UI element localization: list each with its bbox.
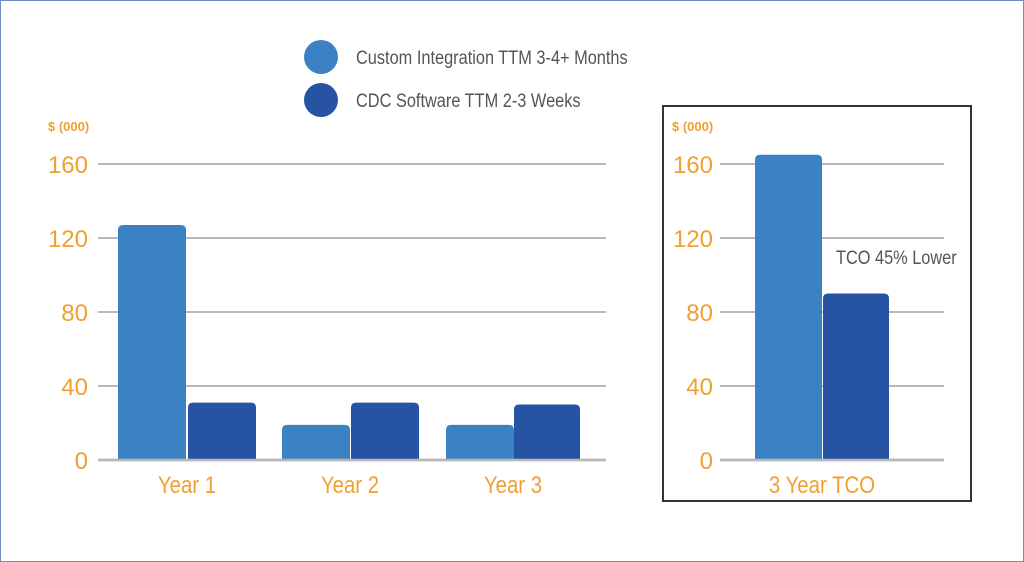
legend-item-cdc-software: CDC Software TTM 2-3 Weeks bbox=[304, 83, 704, 117]
bar-year-2-series-2 bbox=[351, 402, 419, 460]
bar-year-1-series-1 bbox=[118, 225, 186, 460]
y-tick-label: 80 bbox=[61, 300, 88, 327]
legend-swatch-cdc-software bbox=[304, 83, 338, 117]
bar-year-1-series-2 bbox=[188, 402, 256, 460]
y-tick-label: 40 bbox=[61, 374, 88, 401]
y-tick-label: 120 bbox=[48, 226, 88, 253]
bar-year-2-series-1 bbox=[282, 424, 350, 460]
bar-3-year-tco-series-2 bbox=[823, 293, 889, 460]
y-tick-label: 160 bbox=[48, 152, 88, 179]
y-tick-label: 80 bbox=[686, 300, 713, 327]
x-category-label: Year 1 bbox=[158, 471, 216, 498]
y-tick-label: 0 bbox=[75, 448, 88, 475]
y-tick-label: 120 bbox=[673, 226, 713, 253]
bar-year-3-series-2 bbox=[514, 404, 580, 460]
bar-3-year-tco-series-1 bbox=[755, 154, 822, 460]
legend-swatch-custom-integration bbox=[304, 40, 338, 74]
tco-annotation: TCO 45% Lower bbox=[836, 247, 957, 268]
y-tick-label: 0 bbox=[700, 448, 713, 475]
tco-inset-box bbox=[662, 105, 972, 502]
legend-label-custom-integration: Custom Integration TTM 3-4+ Months bbox=[356, 48, 628, 69]
y-tick-label: 160 bbox=[673, 152, 713, 179]
x-category-label: Year 2 bbox=[321, 471, 379, 498]
legend-label-cdc-software: CDC Software TTM 2-3 Weeks bbox=[356, 91, 581, 112]
y-tick-label: 40 bbox=[686, 374, 713, 401]
legend-item-custom-integration: Custom Integration TTM 3-4+ Months bbox=[304, 40, 704, 74]
y-axis-unit-label: $ (000) bbox=[672, 119, 713, 134]
y-axis-unit-label: $ (000) bbox=[48, 119, 89, 134]
x-category-label: Year 3 bbox=[484, 471, 542, 498]
x-category-label: 3 Year TCO bbox=[769, 471, 875, 498]
bar-year-3-series-1 bbox=[446, 424, 514, 460]
